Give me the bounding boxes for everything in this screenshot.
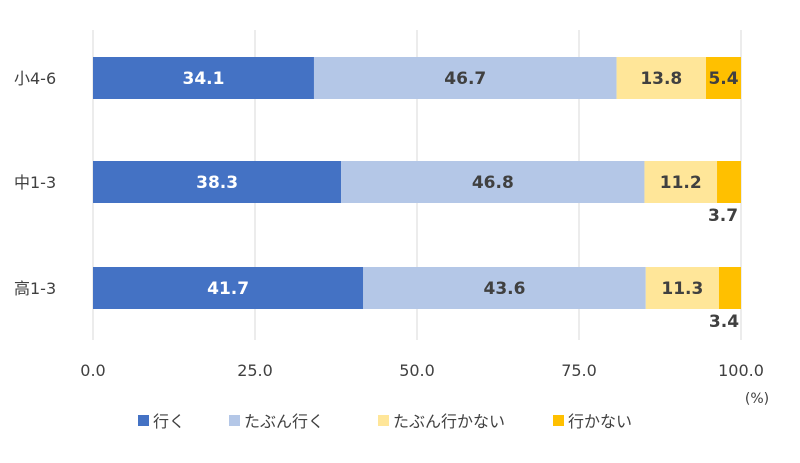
- data-label: 13.8: [640, 69, 682, 89]
- x-tick-label: 25.0: [237, 361, 273, 380]
- bar-segment: [313, 57, 617, 99]
- x-tick-label: 50.0: [399, 361, 435, 380]
- x-tick-label: 100.0: [718, 361, 764, 380]
- legend-swatch: [553, 415, 564, 426]
- x-tick-label: 75.0: [561, 361, 597, 380]
- bar-segment: [644, 161, 718, 203]
- legend-label: たぶん行く: [244, 412, 324, 431]
- legend-label: たぶん行かない: [393, 412, 505, 431]
- data-label: 46.8: [472, 173, 514, 193]
- category-label: 高1-3: [14, 279, 56, 298]
- data-label: 3.4: [709, 312, 739, 332]
- data-label: 34.1: [183, 69, 225, 89]
- bar-segment: [718, 267, 741, 309]
- bar-segment: [341, 161, 645, 203]
- legend-label: 行かない: [568, 412, 632, 431]
- data-label: 5.4: [708, 69, 738, 89]
- category-label: 中1-3: [14, 173, 56, 192]
- bar-segment: [93, 161, 342, 203]
- legend-swatch: [138, 415, 149, 426]
- data-label: 11.3: [661, 279, 703, 299]
- bar-segment: [645, 267, 719, 309]
- data-label: 3.7: [708, 206, 738, 226]
- bar-segment: [363, 267, 646, 309]
- data-label: 43.6: [484, 279, 526, 299]
- bar-segment: [93, 57, 314, 99]
- data-label: 46.7: [444, 69, 486, 89]
- bar-segment: [93, 267, 364, 309]
- data-label: 38.3: [196, 173, 238, 193]
- legend-swatch: [229, 415, 240, 426]
- bar-segment: [616, 57, 707, 99]
- data-label: 11.2: [660, 173, 702, 193]
- data-label: 41.7: [207, 279, 249, 299]
- bar-segment: [706, 57, 741, 99]
- x-tick-label: 0.0: [80, 361, 105, 380]
- bar-segment: [717, 161, 741, 203]
- legend-swatch: [378, 415, 389, 426]
- category-label: 小4-6: [14, 69, 56, 88]
- x-unit-label: (%): [745, 391, 769, 407]
- legend-label: 行く: [153, 412, 185, 431]
